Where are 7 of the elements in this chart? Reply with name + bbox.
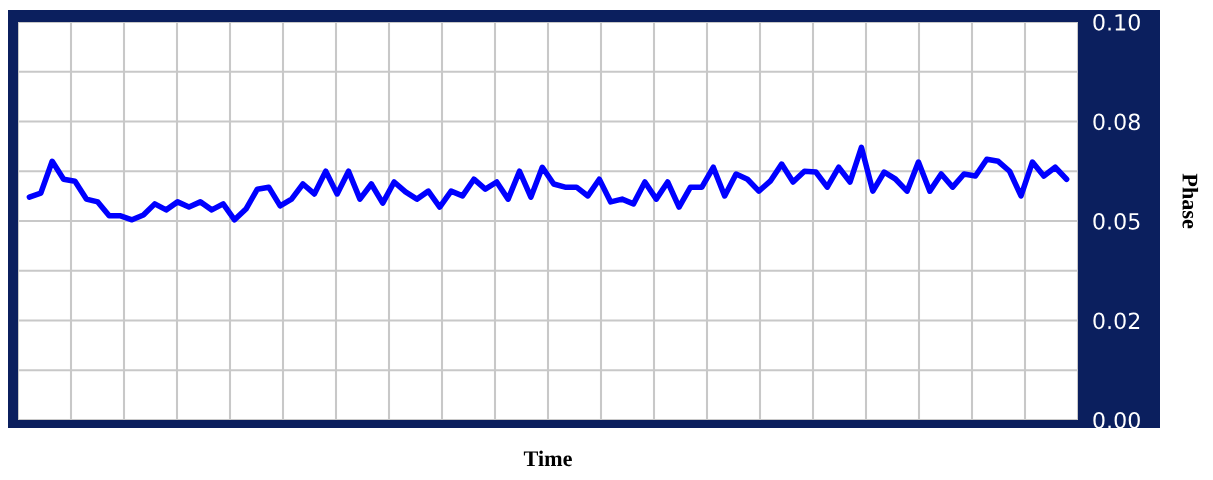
x-axis-title: Time bbox=[523, 450, 572, 467]
y-tick-label: 0.00 bbox=[1093, 411, 1140, 429]
y-tick-label: 0.02 bbox=[1093, 312, 1140, 330]
y-tick-label: 0.08 bbox=[1093, 113, 1140, 131]
y-tick-label: 0.05 bbox=[1093, 212, 1140, 230]
y-tick-label: 0.10 bbox=[1093, 13, 1140, 31]
y-axis-title: Phase bbox=[1182, 173, 1199, 229]
